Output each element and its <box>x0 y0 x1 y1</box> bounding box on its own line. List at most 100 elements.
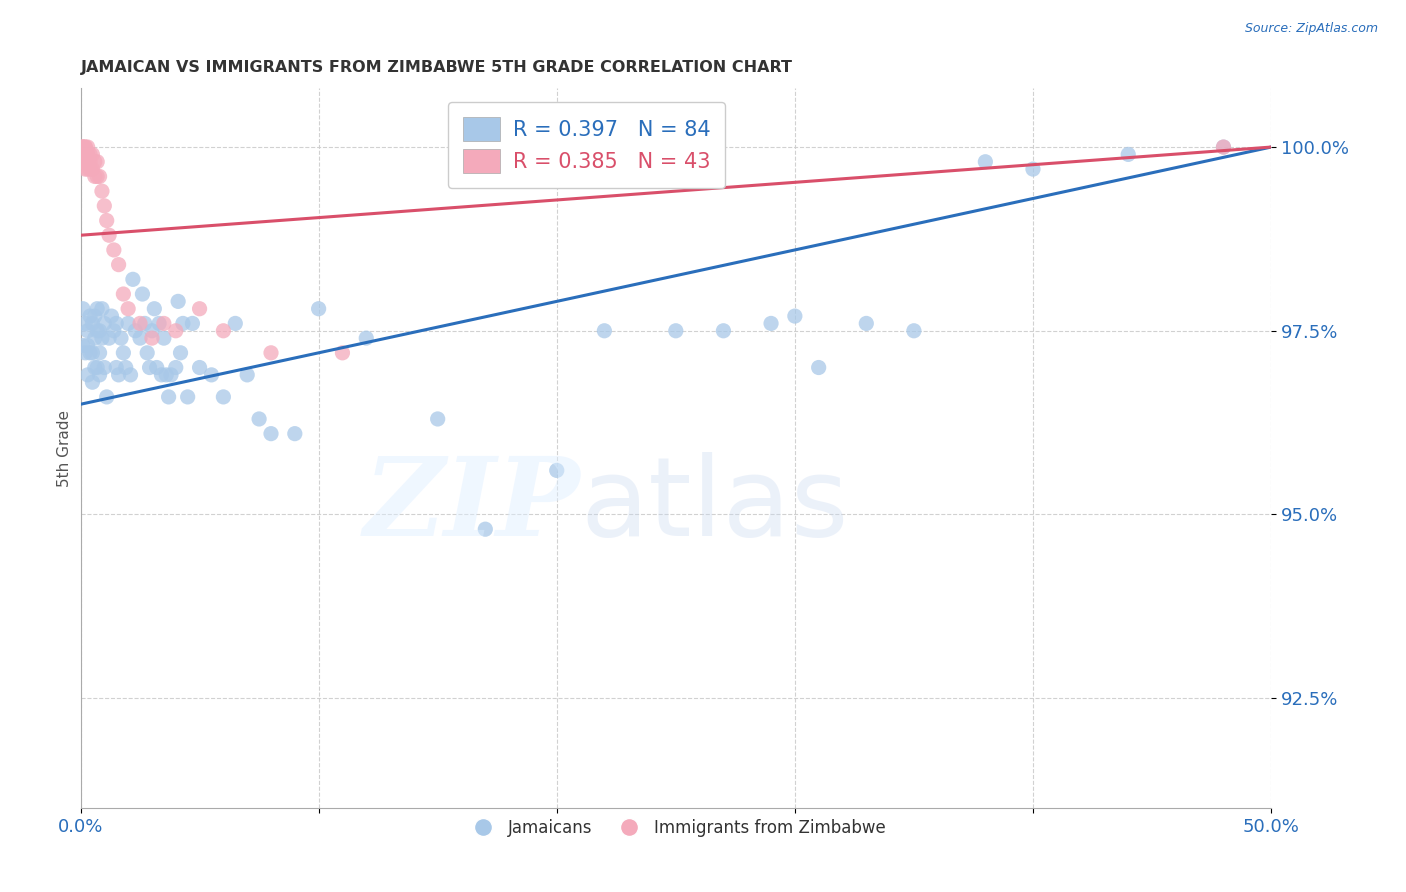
Point <box>79 162 101 177</box>
Point <box>138 360 160 375</box>
Point <box>79 309 101 323</box>
Point <box>75 147 97 161</box>
Point <box>107 258 129 272</box>
Point <box>160 368 183 382</box>
Point <box>247 412 270 426</box>
Point <box>75 140 97 154</box>
Point <box>141 324 163 338</box>
Point <box>86 301 108 316</box>
Point <box>83 154 105 169</box>
Point <box>93 317 115 331</box>
Point <box>1212 140 1234 154</box>
Point <box>76 162 98 177</box>
Point <box>153 331 176 345</box>
Point <box>165 360 187 375</box>
Point <box>122 272 145 286</box>
Point <box>112 346 135 360</box>
Point <box>165 324 187 338</box>
Point <box>759 317 782 331</box>
Text: ZIP: ZIP <box>364 452 581 559</box>
Point <box>89 368 111 382</box>
Point <box>93 360 115 375</box>
Point <box>72 147 94 161</box>
Point <box>110 331 132 345</box>
Point <box>79 147 101 161</box>
Point <box>143 301 166 316</box>
Point <box>284 426 307 441</box>
Point <box>83 309 105 323</box>
Point <box>1116 147 1139 161</box>
Point <box>131 287 153 301</box>
Point <box>1022 162 1045 177</box>
Point <box>83 169 105 184</box>
Point <box>72 154 94 169</box>
Point <box>105 360 128 375</box>
Point <box>86 360 108 375</box>
Point <box>89 169 111 184</box>
Point <box>76 324 98 338</box>
Point <box>76 140 98 154</box>
Point <box>224 317 246 331</box>
Point <box>169 346 191 360</box>
Point <box>82 162 104 177</box>
Point <box>200 368 222 382</box>
Point <box>72 338 94 352</box>
Point <box>75 162 97 177</box>
Point <box>105 317 128 331</box>
Point <box>79 154 101 169</box>
Text: Source: ZipAtlas.com: Source: ZipAtlas.com <box>1244 22 1378 36</box>
Point <box>176 390 198 404</box>
Point <box>1212 140 1234 154</box>
Point <box>82 375 104 389</box>
Point <box>172 317 194 331</box>
Point <box>98 228 121 243</box>
Point <box>974 154 997 169</box>
Point <box>103 324 125 338</box>
Point <box>308 301 330 316</box>
Point <box>82 147 104 161</box>
Point <box>72 301 94 316</box>
Point <box>426 412 449 426</box>
Point <box>72 140 94 154</box>
Point <box>82 346 104 360</box>
Point <box>332 346 354 360</box>
Point <box>75 147 97 161</box>
Point <box>134 317 156 331</box>
Point <box>129 331 152 345</box>
Point <box>150 368 173 382</box>
Point <box>83 360 105 375</box>
Point <box>83 331 105 345</box>
Point <box>167 294 190 309</box>
Point <box>100 309 122 323</box>
Point <box>76 147 98 161</box>
Point <box>98 331 121 345</box>
Point <box>157 390 180 404</box>
Point <box>145 360 167 375</box>
Point <box>86 324 108 338</box>
Point <box>354 331 377 345</box>
Point <box>903 324 925 338</box>
Y-axis label: 5th Grade: 5th Grade <box>58 409 72 487</box>
Point <box>72 140 94 154</box>
Point <box>188 301 211 316</box>
Point <box>79 346 101 360</box>
Point <box>75 154 97 169</box>
Point <box>546 463 568 477</box>
Point <box>665 324 688 338</box>
Point <box>236 368 259 382</box>
Point <box>124 324 146 338</box>
Point <box>117 317 139 331</box>
Point <box>91 301 114 316</box>
Point <box>148 317 170 331</box>
Point <box>76 154 98 169</box>
Point <box>96 213 118 227</box>
Point <box>141 331 163 345</box>
Point <box>129 317 152 331</box>
Text: JAMAICAN VS IMMIGRANTS FROM ZIMBABWE 5TH GRADE CORRELATION CHART: JAMAICAN VS IMMIGRANTS FROM ZIMBABWE 5TH… <box>80 60 793 75</box>
Point <box>91 184 114 198</box>
Point <box>153 317 176 331</box>
Point <box>713 324 735 338</box>
Point <box>474 522 496 536</box>
Point <box>89 346 111 360</box>
Point <box>136 346 159 360</box>
